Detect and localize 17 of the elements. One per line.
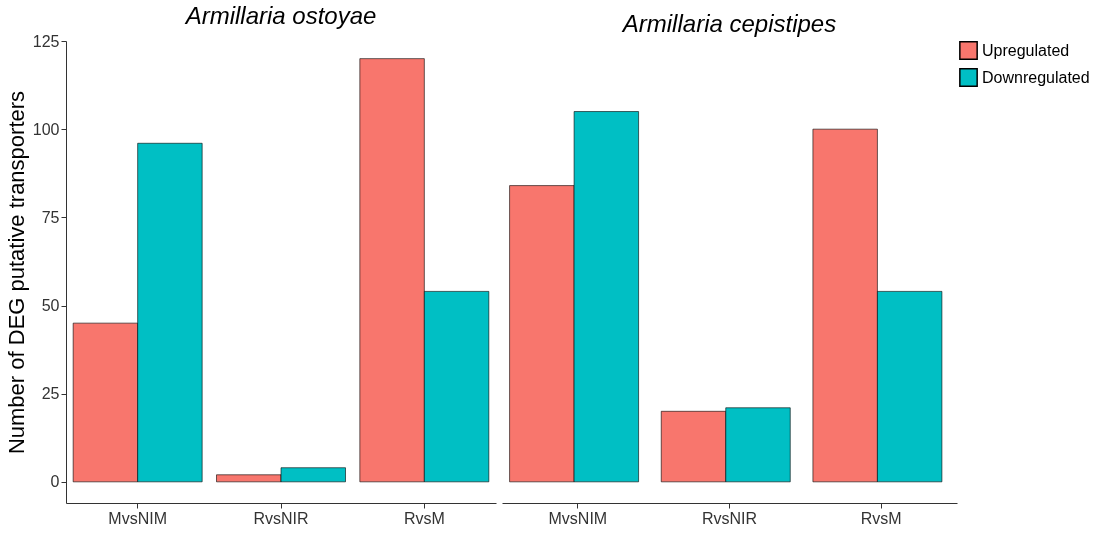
y-tick-label: 25 <box>41 385 60 403</box>
x-tick-label: MvsNIM <box>548 509 608 527</box>
legend-label: Upregulated <box>982 41 1070 59</box>
x-tick-label: RvsNIR <box>701 509 758 527</box>
x-tick-label: RvsM <box>860 509 902 527</box>
y-tick-label: 100 <box>32 120 60 138</box>
chart-title: Armillaria ostoyae <box>183 2 377 29</box>
y-tick-label: 125 <box>32 32 60 50</box>
y-tick-label: 0 <box>50 473 60 491</box>
legend-label: Downregulated <box>982 68 1090 86</box>
y-axis-title: Number of DEG putative transporters <box>3 90 29 455</box>
y-tick-label: 50 <box>41 297 60 314</box>
y-tick-label: 75 <box>41 208 60 226</box>
chart-title: Armillaria cepistipes <box>620 10 837 37</box>
x-tick-label: RvsM <box>403 509 445 527</box>
x-tick-label: MvsNIM <box>108 509 167 527</box>
x-tick-label: RvsNIR <box>253 509 309 527</box>
